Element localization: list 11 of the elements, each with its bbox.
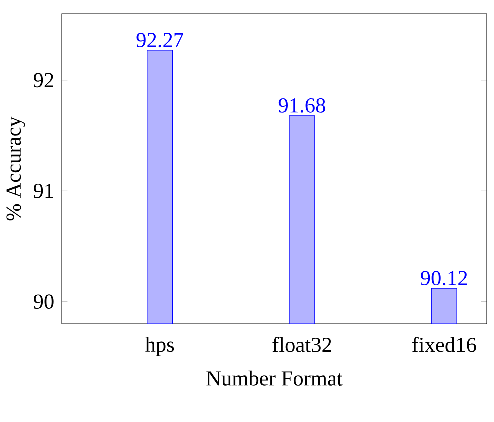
x-axis-title: Number Format bbox=[206, 370, 343, 386]
y-tick-label: 92 bbox=[34, 73, 54, 88]
data-label: 90.12 bbox=[421, 271, 468, 286]
data-label: 91.68 bbox=[278, 98, 326, 113]
y-tick-label: 91 bbox=[34, 184, 54, 198]
y-axis-title: % Accuracy bbox=[6, 116, 26, 221]
x-tick-label: fixed16 bbox=[412, 337, 476, 352]
y-tick-label: 90 bbox=[34, 294, 54, 310]
x-tick-label: hps bbox=[145, 337, 174, 356]
data-label: 92.27 bbox=[136, 33, 184, 48]
x-tick-label: float32 bbox=[272, 337, 332, 352]
